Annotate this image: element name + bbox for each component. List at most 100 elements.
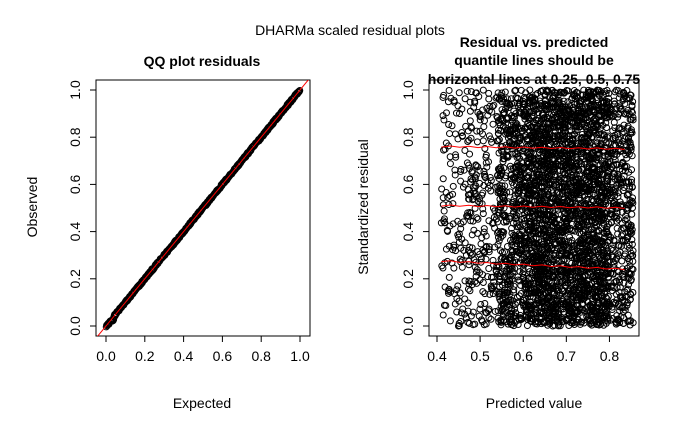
residual-point xyxy=(588,181,596,189)
residual-point xyxy=(629,199,637,207)
residual-point xyxy=(504,198,512,206)
residual-point xyxy=(604,150,612,158)
residual-point xyxy=(571,210,579,218)
residual-point xyxy=(485,95,493,103)
qq-reference-line xyxy=(97,80,309,336)
residual-point xyxy=(525,196,533,204)
residual-point xyxy=(565,115,573,123)
residual-point xyxy=(594,248,602,256)
residual-point xyxy=(591,248,599,256)
residual-point xyxy=(572,88,580,96)
residual-point xyxy=(617,147,625,155)
residual-point xyxy=(535,132,543,140)
residual-point xyxy=(474,215,482,223)
residual-point xyxy=(592,271,600,279)
residual-point xyxy=(495,187,503,195)
residual-point xyxy=(549,122,557,130)
residual-point xyxy=(519,270,527,278)
residual-point xyxy=(461,95,469,103)
qq-y-tick-label: 0.0 xyxy=(67,316,83,336)
qq-x-tick-label: 0.0 xyxy=(96,348,116,364)
residual-point xyxy=(597,320,605,328)
residual-point xyxy=(573,188,581,196)
residual-point xyxy=(510,288,518,296)
residual-point xyxy=(525,217,533,225)
residual-point xyxy=(590,272,598,280)
residual-point xyxy=(488,285,496,293)
residual-point xyxy=(511,87,519,95)
residual-point xyxy=(580,265,588,273)
residual-point xyxy=(526,150,534,158)
residual-point xyxy=(454,231,462,239)
residual-point xyxy=(516,180,524,188)
residual-point xyxy=(472,193,480,201)
residual-point xyxy=(563,264,571,272)
residual-point xyxy=(578,133,586,141)
residual-point xyxy=(535,296,543,304)
residual-point xyxy=(518,127,526,135)
residual-point xyxy=(507,313,515,321)
residual-point xyxy=(552,312,560,320)
residual-y-tick-label: 0.2 xyxy=(400,269,416,289)
residual-point xyxy=(525,109,533,117)
residual-point xyxy=(609,253,617,261)
residual-point xyxy=(512,143,520,151)
residual-point xyxy=(618,175,626,183)
residual-point xyxy=(568,199,576,207)
residual-point xyxy=(606,237,614,245)
residual-point xyxy=(538,268,546,276)
residual-point xyxy=(559,305,567,313)
residual-point xyxy=(477,240,485,248)
residual-point xyxy=(598,291,606,299)
residual-point xyxy=(590,238,598,246)
residual-point xyxy=(568,94,576,102)
residual-point xyxy=(467,175,475,183)
residual-point xyxy=(559,295,567,303)
residual-point xyxy=(496,278,504,286)
residual-point xyxy=(512,110,520,118)
residual-point xyxy=(564,189,572,197)
residual-point xyxy=(603,182,611,190)
residual-point xyxy=(476,116,484,124)
residual-point xyxy=(454,282,462,290)
qq-y-tick-label: 0.8 xyxy=(67,127,83,147)
residual-point xyxy=(514,123,522,131)
residual-point xyxy=(549,148,557,156)
qq-y-tick-label: 0.4 xyxy=(67,222,83,242)
residual-point xyxy=(612,318,620,326)
residual-point xyxy=(527,318,535,326)
residual-point xyxy=(561,140,569,148)
figure-title: DHARMa scaled residual plots xyxy=(255,22,445,38)
residual-point xyxy=(569,103,577,111)
residual-point xyxy=(499,151,507,159)
residual-point xyxy=(538,171,546,179)
residual-point xyxy=(625,268,633,276)
residual-point xyxy=(610,97,618,105)
residual-point xyxy=(527,143,535,151)
residual-point xyxy=(548,296,556,304)
residual-point xyxy=(604,153,612,161)
residual-point xyxy=(455,322,463,330)
residual-point xyxy=(544,87,552,95)
residual-point xyxy=(577,252,585,260)
residual-point xyxy=(494,241,502,249)
residual-point xyxy=(610,236,618,244)
residual-point xyxy=(604,230,612,238)
residual-point xyxy=(574,142,582,150)
residual-point xyxy=(614,230,622,238)
residual-point xyxy=(567,265,575,273)
residual-point xyxy=(593,93,601,101)
residual-point xyxy=(597,139,605,147)
residual-point xyxy=(561,88,569,96)
residual-point xyxy=(556,289,564,297)
residual-point xyxy=(497,94,505,102)
residual-point xyxy=(584,228,592,236)
residual-point xyxy=(541,307,549,315)
residual-point xyxy=(447,288,455,296)
residual-point xyxy=(514,134,522,142)
residual-point xyxy=(439,93,447,101)
residual-point xyxy=(569,194,577,202)
residual-point xyxy=(539,260,547,268)
residual-point xyxy=(554,286,562,294)
residual-point xyxy=(569,186,577,194)
